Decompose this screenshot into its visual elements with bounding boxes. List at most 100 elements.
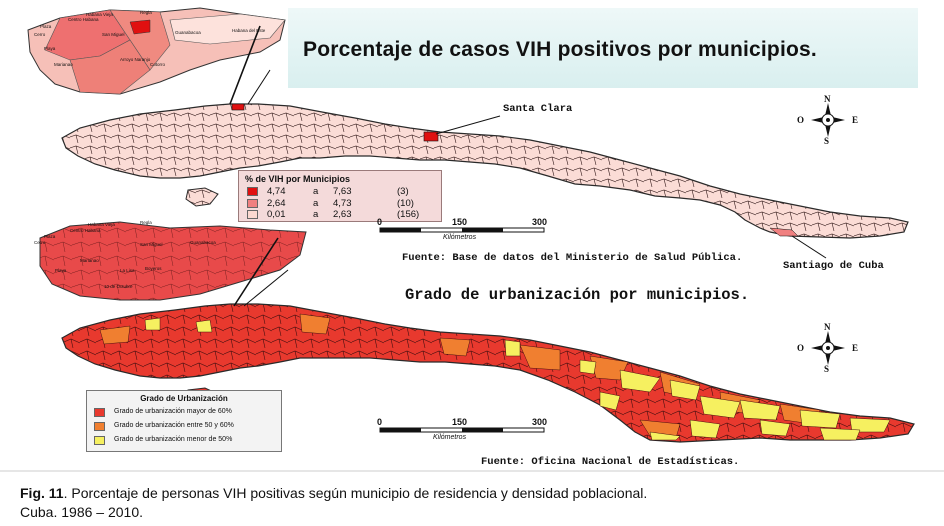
caption-text: . Porcentaje de personas VIH positivas s… bbox=[63, 485, 648, 501]
isla-juventud-top bbox=[185, 187, 219, 207]
caption-line2: Cuba. 1986 – 2010. bbox=[20, 504, 143, 520]
cuba-map-vih bbox=[61, 103, 909, 239]
compass1-e: E bbox=[852, 115, 859, 125]
inset2-label: Habana Vieja bbox=[88, 222, 115, 227]
legend-count: (3) bbox=[397, 186, 409, 197]
legend-swatch bbox=[247, 199, 258, 208]
scale1-unit: Kilómetros bbox=[443, 234, 477, 241]
legend-swatch bbox=[94, 436, 105, 445]
legend-swatch bbox=[94, 422, 105, 431]
inset-connector-2a bbox=[233, 237, 279, 307]
legend-swatch bbox=[247, 210, 258, 219]
legend-label: Grado de urbanización entre 50 y 60% bbox=[114, 422, 234, 429]
legend-vih: % de VIH por Municipios 4,74 a 7,63 (3) … bbox=[238, 170, 442, 222]
inset1-label: Habana Vieja bbox=[86, 12, 113, 17]
legend-vih-title: % de VIH por Municipios bbox=[245, 174, 351, 184]
inset-connector-1b bbox=[247, 69, 271, 105]
inset-connector-2b bbox=[243, 269, 289, 307]
havana-inset-urbanization bbox=[39, 221, 307, 301]
inset1-label: Arroyo Naranjo bbox=[120, 57, 151, 62]
legend-urb-title: Grado de Urbanización bbox=[140, 394, 228, 403]
legend-low: 4,74 bbox=[267, 186, 286, 197]
santa-clara-leader bbox=[435, 115, 501, 135]
inset1-label: Guanabacoa bbox=[175, 30, 201, 35]
inset2-label: Regla bbox=[140, 220, 152, 225]
scale1-tick-300: 300 bbox=[532, 217, 548, 227]
legend-urb-row: Grado de urbanización mayor de 60% bbox=[94, 407, 279, 419]
compass1-n: N bbox=[824, 94, 831, 104]
legend-swatch bbox=[94, 408, 105, 417]
inset1-label: Regla bbox=[140, 10, 152, 15]
legend-swatch bbox=[247, 187, 258, 196]
scale1-tick-150: 150 bbox=[452, 217, 468, 227]
inset2-label: Boyeros bbox=[145, 266, 162, 271]
inset1-label: Plaza bbox=[40, 24, 52, 29]
legend-high: 2,63 bbox=[333, 209, 352, 220]
santa-clara-marker bbox=[423, 131, 439, 142]
legend-urb-row: Grado de urbanización menor de 50% bbox=[94, 435, 279, 447]
city-label-santa-clara: Santa Clara bbox=[503, 103, 573, 115]
legend-label: Grado de urbanización menor de 50% bbox=[114, 436, 233, 443]
compass2-e: E bbox=[852, 343, 859, 353]
compass2-s: S bbox=[824, 364, 830, 374]
santiago-marker bbox=[769, 227, 799, 237]
source-2: Fuente: Oficina Nacional de Estadísticas… bbox=[481, 456, 740, 468]
urbanization-yellow-areas bbox=[144, 317, 891, 441]
legend-vih-row: 2,64 a 4,73 (10) bbox=[247, 198, 437, 209]
compass-rose-1 bbox=[811, 103, 845, 137]
inset2-label: San Miguel bbox=[140, 242, 163, 247]
legend-sep: a bbox=[313, 198, 319, 209]
inset2-label: Guanabacoa bbox=[190, 240, 216, 245]
legend-urbanization: Grado de Urbanización Grado de urbanizac… bbox=[86, 390, 282, 452]
inset2-label: Marianao bbox=[80, 258, 99, 263]
inset2-label: La Lisa bbox=[120, 268, 135, 273]
scale2-tick-0: 0 bbox=[377, 417, 383, 427]
legend-vih-row: 0,01 a 2,63 (156) bbox=[247, 209, 437, 220]
inset2-label: Centro Habana bbox=[70, 228, 101, 233]
compass2-n: N bbox=[824, 322, 831, 332]
inset1-label: Cotorro bbox=[150, 62, 166, 67]
legend-count: (156) bbox=[397, 209, 420, 220]
legend-low: 2,64 bbox=[267, 198, 286, 209]
inset2-label: 10 de Octubre bbox=[104, 284, 133, 289]
inset1-label: San Miguel bbox=[102, 32, 125, 37]
inset1-label: Marianao bbox=[54, 62, 73, 67]
compass2-o: O bbox=[797, 343, 805, 353]
santiago-leader bbox=[791, 235, 827, 259]
scale2-unit: Kilómetros bbox=[433, 434, 467, 441]
scale-bar-2 bbox=[379, 427, 545, 433]
compass-rose-2 bbox=[811, 331, 845, 365]
scale2-tick-300: 300 bbox=[532, 417, 548, 427]
legend-sep: a bbox=[313, 209, 319, 220]
scale1-tick-0: 0 bbox=[377, 217, 383, 227]
habana-marker bbox=[231, 103, 245, 111]
figure-caption: Fig. 11. Porcentaje de personas VIH posi… bbox=[20, 484, 920, 522]
legend-high: 7,63 bbox=[333, 186, 352, 197]
legend-low: 0,01 bbox=[267, 209, 286, 220]
caption-label: Fig. 11 bbox=[20, 485, 64, 501]
inset1-label: Centro Habana bbox=[68, 17, 99, 22]
map2-title: Grado de urbanización por municipios. bbox=[405, 286, 750, 304]
source-1: Fuente: Base de datos del Ministerio de … bbox=[402, 252, 743, 264]
compass1-s: S bbox=[824, 136, 830, 146]
legend-sep: a bbox=[313, 186, 319, 197]
inset2-label: Cerro bbox=[34, 240, 46, 245]
legend-urb-row: Grado de urbanización entre 50 y 60% bbox=[94, 421, 279, 433]
legend-label: Grado de urbanización mayor de 60% bbox=[114, 408, 232, 415]
inset1-label: Habana del Este bbox=[232, 28, 266, 33]
scale2-tick-150: 150 bbox=[452, 417, 468, 427]
inset2-label: Plaza bbox=[44, 234, 56, 239]
city-label-santiago: Santiago de Cuba bbox=[783, 260, 884, 272]
title-panel bbox=[288, 8, 918, 88]
inset1-label: Cerro bbox=[34, 32, 46, 37]
compass1-o: O bbox=[797, 115, 805, 125]
legend-count: (10) bbox=[397, 198, 414, 209]
map-title: Porcentaje de casos VIH positivos por mu… bbox=[303, 38, 817, 61]
inset2-label: Playa bbox=[55, 268, 67, 273]
cuba-map-urbanization bbox=[61, 303, 915, 443]
inset1-label: Playa bbox=[44, 46, 56, 51]
scale-bar-1 bbox=[379, 227, 545, 233]
inset-connector-1a bbox=[229, 25, 261, 105]
legend-vih-row: 4,74 a 7,63 (3) bbox=[247, 186, 437, 197]
